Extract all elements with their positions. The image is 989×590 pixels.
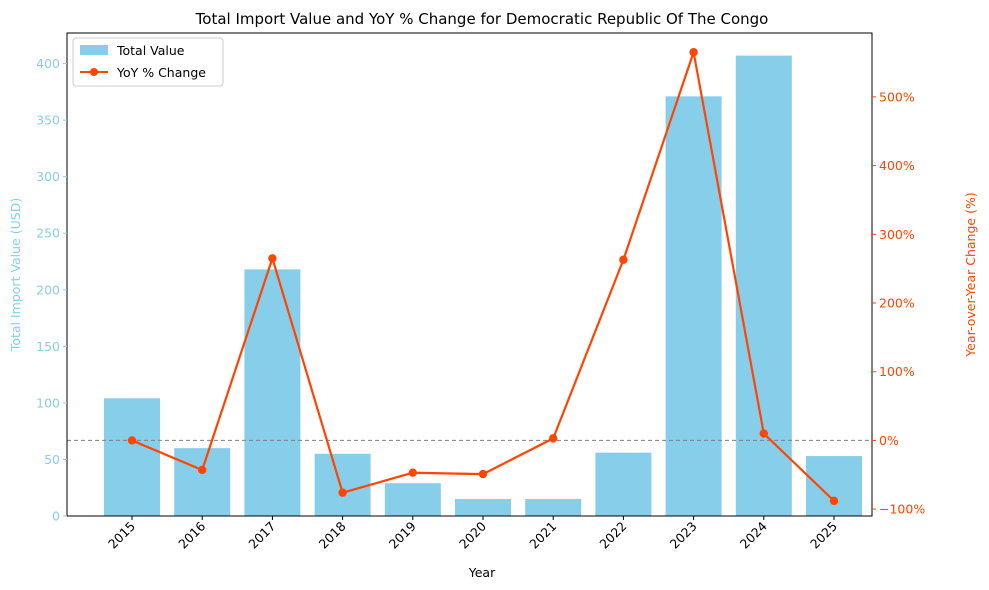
y-axis-label: Total Import Value (USD) bbox=[8, 198, 23, 352]
x-tick-label: 2023 bbox=[667, 519, 700, 552]
x-axis: 2015 2016 2017 2018 2019 2020 2021 2022 2023 2024… bbox=[105, 516, 840, 552]
right-tick-label: 300% bbox=[879, 227, 915, 242]
bar-2019 bbox=[384, 483, 441, 516]
bar-2016 bbox=[174, 448, 231, 516]
yoy-point-2023 bbox=[689, 48, 698, 57]
x-tick-label: 2017 bbox=[245, 519, 278, 552]
plot-frame bbox=[66, 32, 873, 517]
line-series bbox=[127, 48, 839, 506]
yoy-line bbox=[131, 51, 835, 502]
left-tick-label: 350 bbox=[36, 113, 60, 128]
x-tick-label: 2022 bbox=[596, 519, 629, 552]
right-tick-label: −100% bbox=[879, 502, 925, 517]
yoy-point-2020 bbox=[478, 469, 488, 479]
yoy-point-2022 bbox=[619, 255, 628, 264]
left-tick-label: 400 bbox=[36, 56, 60, 71]
right-tick-label: 400% bbox=[879, 158, 915, 173]
bar-2025 bbox=[806, 456, 862, 516]
bar-series bbox=[104, 55, 862, 516]
legend-line-marker bbox=[90, 68, 98, 76]
x-tick-label: 2025 bbox=[807, 519, 840, 552]
legend-label-line: YoY % Change bbox=[116, 65, 206, 80]
x-tick-label: 2021 bbox=[526, 519, 559, 552]
x-axis-label: Year bbox=[468, 565, 496, 580]
x-tick-label: 2015 bbox=[105, 519, 138, 552]
right-tick-label: 500% bbox=[879, 89, 915, 104]
x-tick-label: 2024 bbox=[737, 518, 770, 551]
bar-2015 bbox=[104, 398, 160, 516]
x-tick-label: 2019 bbox=[386, 518, 419, 551]
left-tick-label: 300 bbox=[36, 169, 60, 184]
right-axis: −100% 0% 100% 200% 300% 400% 500% bbox=[872, 89, 925, 517]
bar-2020 bbox=[455, 499, 511, 516]
right-tick-label: 0% bbox=[879, 433, 899, 448]
right-tick-label: 100% bbox=[879, 364, 915, 379]
bar-2024 bbox=[735, 55, 792, 516]
chart-title: Total Import Value and YoY % Change for … bbox=[195, 10, 769, 28]
yoy-point-2016 bbox=[198, 465, 207, 475]
y2-axis-label: Year-over-Year Change (%) bbox=[963, 192, 978, 357]
bar-2022 bbox=[595, 452, 652, 516]
yoy-point-2019 bbox=[408, 468, 417, 477]
left-tick-label: 250 bbox=[36, 226, 60, 241]
legend-box bbox=[72, 37, 224, 87]
legend: Total Value YoY % Change bbox=[72, 37, 224, 87]
legend-label-bar: Total Value bbox=[116, 43, 185, 58]
x-tick-label: 2020 bbox=[456, 518, 489, 551]
x-tick-label: 2018 bbox=[316, 518, 349, 551]
legend-bar-swatch bbox=[80, 45, 108, 55]
left-tick-label: 200 bbox=[36, 282, 60, 297]
bar-2023 bbox=[665, 96, 722, 516]
left-tick-label: 100 bbox=[36, 395, 60, 410]
yoy-point-2025 bbox=[829, 496, 839, 506]
x-tick-label: 2016 bbox=[175, 518, 208, 551]
bar-2018 bbox=[314, 453, 371, 516]
left-tick-label: 150 bbox=[36, 339, 60, 354]
yoy-point-2018 bbox=[338, 488, 347, 497]
left-tick-label: 50 bbox=[44, 452, 60, 467]
yoy-point-2017 bbox=[268, 254, 277, 263]
yoy-point-2024 bbox=[759, 429, 768, 438]
yoy-point-2021 bbox=[549, 434, 558, 443]
right-tick-label: 200% bbox=[879, 296, 915, 311]
left-axis: 0 50 100 150 200 250 300 350 400 bbox=[36, 56, 67, 524]
yoy-point-2015 bbox=[127, 436, 137, 445]
bar-2021 bbox=[525, 499, 582, 516]
bar-2017 bbox=[244, 269, 301, 516]
left-tick-label: 0 bbox=[52, 509, 60, 524]
